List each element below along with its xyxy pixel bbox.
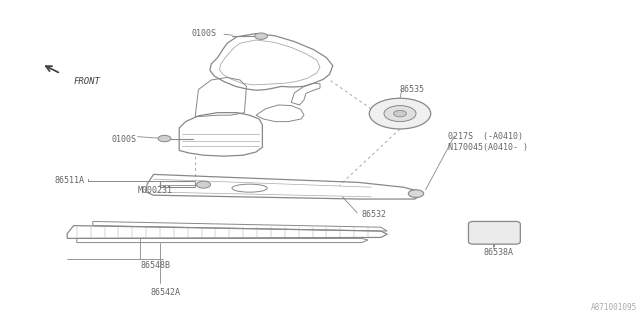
Circle shape [384,106,416,122]
Text: 86538A: 86538A [483,248,513,257]
Text: 86511A: 86511A [54,176,84,185]
FancyBboxPatch shape [468,221,520,244]
Text: N170045(A0410- ): N170045(A0410- ) [448,143,528,152]
Circle shape [394,110,406,117]
Circle shape [255,33,268,39]
Text: M000231: M000231 [138,186,173,195]
Text: 0100S: 0100S [112,135,137,144]
Text: 86535: 86535 [400,85,425,94]
Circle shape [158,135,171,142]
Circle shape [196,181,211,188]
Text: 0100S: 0100S [192,29,217,38]
Circle shape [408,190,424,197]
Circle shape [369,98,431,129]
Text: A871001095: A871001095 [591,303,637,312]
Text: FRONT: FRONT [74,77,100,86]
Text: 0217S  (-A0410): 0217S (-A0410) [448,132,523,140]
Text: 86542A: 86542A [150,288,180,297]
Text: 86532: 86532 [362,210,387,219]
Text: 86548B: 86548B [141,261,171,270]
